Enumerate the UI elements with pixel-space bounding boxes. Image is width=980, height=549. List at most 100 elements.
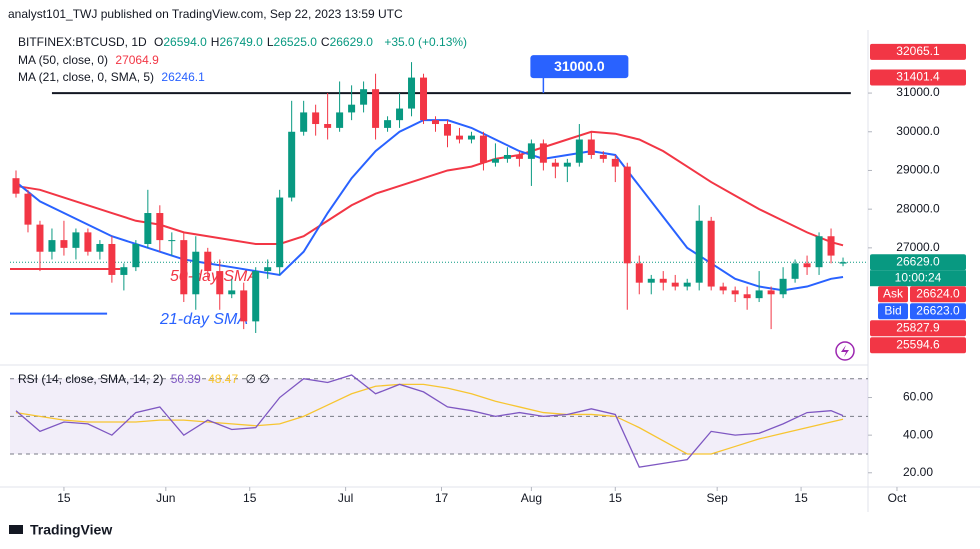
ohlc-key: C (320, 35, 330, 49)
x-tick-label: 17 (435, 491, 449, 505)
x-tick-label: Sep (706, 491, 728, 505)
rsi-line (15, 383, 844, 455)
candle-body (695, 220, 703, 283)
badge-box (870, 337, 966, 354)
annotation-label: 31000.0 (554, 58, 605, 74)
candle-body (587, 139, 595, 155)
annotation-box (530, 55, 629, 79)
badge-label: 31401.4 (896, 70, 940, 84)
x-tick-label: 15 (794, 491, 808, 505)
x-tick-label: Oct (888, 491, 907, 505)
ohlc-value: 26594.0 (163, 35, 207, 49)
y-tick-label: 20.00 (903, 465, 933, 479)
badge-box (910, 286, 966, 303)
candle-body (599, 154, 607, 159)
rsi-extra: ∅ ∅ (245, 372, 270, 386)
candle-body (635, 263, 643, 283)
candle-body (839, 262, 847, 264)
candle-body (671, 282, 679, 287)
badge-label: 26624.0 (916, 286, 960, 300)
x-tick-label: 15 (609, 491, 623, 505)
symbol: BITFINEX:BTCUSD, 1D (18, 35, 147, 49)
candle-body (204, 251, 212, 272)
y-tick-label: 30000.0 (896, 124, 940, 138)
candle-body (168, 240, 176, 242)
change: +35.0 (+0.13%) (384, 35, 468, 49)
badge-box (870, 320, 966, 337)
ma21-legend: MA (21, close, 0, SMA, 5) 26246.1 (18, 70, 209, 84)
candle-body (384, 120, 392, 128)
candle-body (420, 77, 428, 121)
y-tick-label: 28000.0 (896, 201, 940, 215)
countdown-box (870, 270, 966, 287)
publisher: analyst101_TWJ published on TradingView.… (8, 7, 403, 21)
badge-tag-box (878, 303, 908, 320)
candle-body (12, 178, 20, 194)
price-badge: Bid 26623.0 (878, 303, 966, 320)
candle-body (815, 236, 823, 268)
candle-body (276, 197, 284, 268)
candle-body (455, 135, 463, 140)
candle-body (767, 290, 775, 295)
candle-body (60, 240, 68, 248)
candle-body (264, 267, 272, 272)
x-tick-label: 15 (243, 491, 257, 505)
candle-body (96, 243, 104, 252)
y-tick-label: 60.00 (903, 390, 933, 404)
ma-value: 27064.9 (115, 53, 159, 67)
ohlc: O26594.0 H26749.0 L26525.0 C26629.0 (154, 35, 377, 49)
candle-body (467, 135, 475, 140)
rsi-line (15, 374, 844, 468)
candle-body (216, 271, 224, 295)
candle-body (312, 112, 320, 125)
candle-body (84, 232, 92, 252)
candle-body (755, 290, 763, 299)
pulse-bolt (841, 345, 849, 357)
ma-name: MA (21, close, 0, SMA, 5) (18, 70, 155, 84)
x-tick-label: Jun (156, 491, 175, 505)
y-tick-label: 31000.0 (896, 85, 940, 99)
pulse-icon[interactable] (835, 341, 855, 361)
ohlc-value: 26749.0 (219, 35, 263, 49)
candle-body (132, 243, 140, 268)
candle-body (156, 213, 164, 241)
candle-body (36, 224, 44, 252)
candle-body (647, 278, 655, 283)
candle-body (803, 263, 811, 268)
candle-body (743, 294, 751, 299)
badge-box (870, 43, 966, 60)
ma50-legend: MA (50, close, 0) 27064.9 (18, 53, 163, 67)
candle-body (563, 162, 571, 167)
y-tick-label: 27000.0 (896, 240, 940, 254)
badge-label: 26623.0 (916, 303, 960, 317)
main-legend: BITFINEX:BTCUSD, 1D O26594.0 H26749.0 L265… (18, 35, 471, 49)
candle-body (659, 278, 667, 283)
candle-body (623, 166, 631, 264)
candle-body (48, 240, 56, 252)
countdown: 10:00:24 (895, 270, 942, 284)
candle-body (539, 143, 547, 163)
badge-label: 25827.9 (896, 320, 940, 334)
candle-body (396, 108, 404, 121)
candle-body (348, 104, 356, 113)
candle-body (72, 232, 80, 248)
ohlc-key: L (266, 35, 274, 49)
candle-body (491, 158, 499, 163)
candle-body (180, 240, 188, 295)
price-badge: 26629.0 10:00:24 (870, 254, 966, 287)
x-tick-label: Jul (338, 491, 353, 505)
candle-body (551, 162, 559, 167)
badge-label: 25594.6 (896, 337, 940, 351)
rsi-ma-value: 48.47 (208, 372, 239, 386)
candle-body (120, 267, 128, 275)
price-badge: 32065.1 (870, 43, 966, 60)
badge-tag: Bid (884, 303, 901, 317)
badge-tag-box (878, 286, 908, 303)
y-tick-label: 40.00 (903, 427, 933, 441)
candle-body (300, 112, 308, 132)
moving-average (15, 119, 844, 292)
price-badge: 31401.4 (870, 69, 966, 86)
candle-body (408, 77, 416, 109)
candle-body (324, 124, 332, 128)
